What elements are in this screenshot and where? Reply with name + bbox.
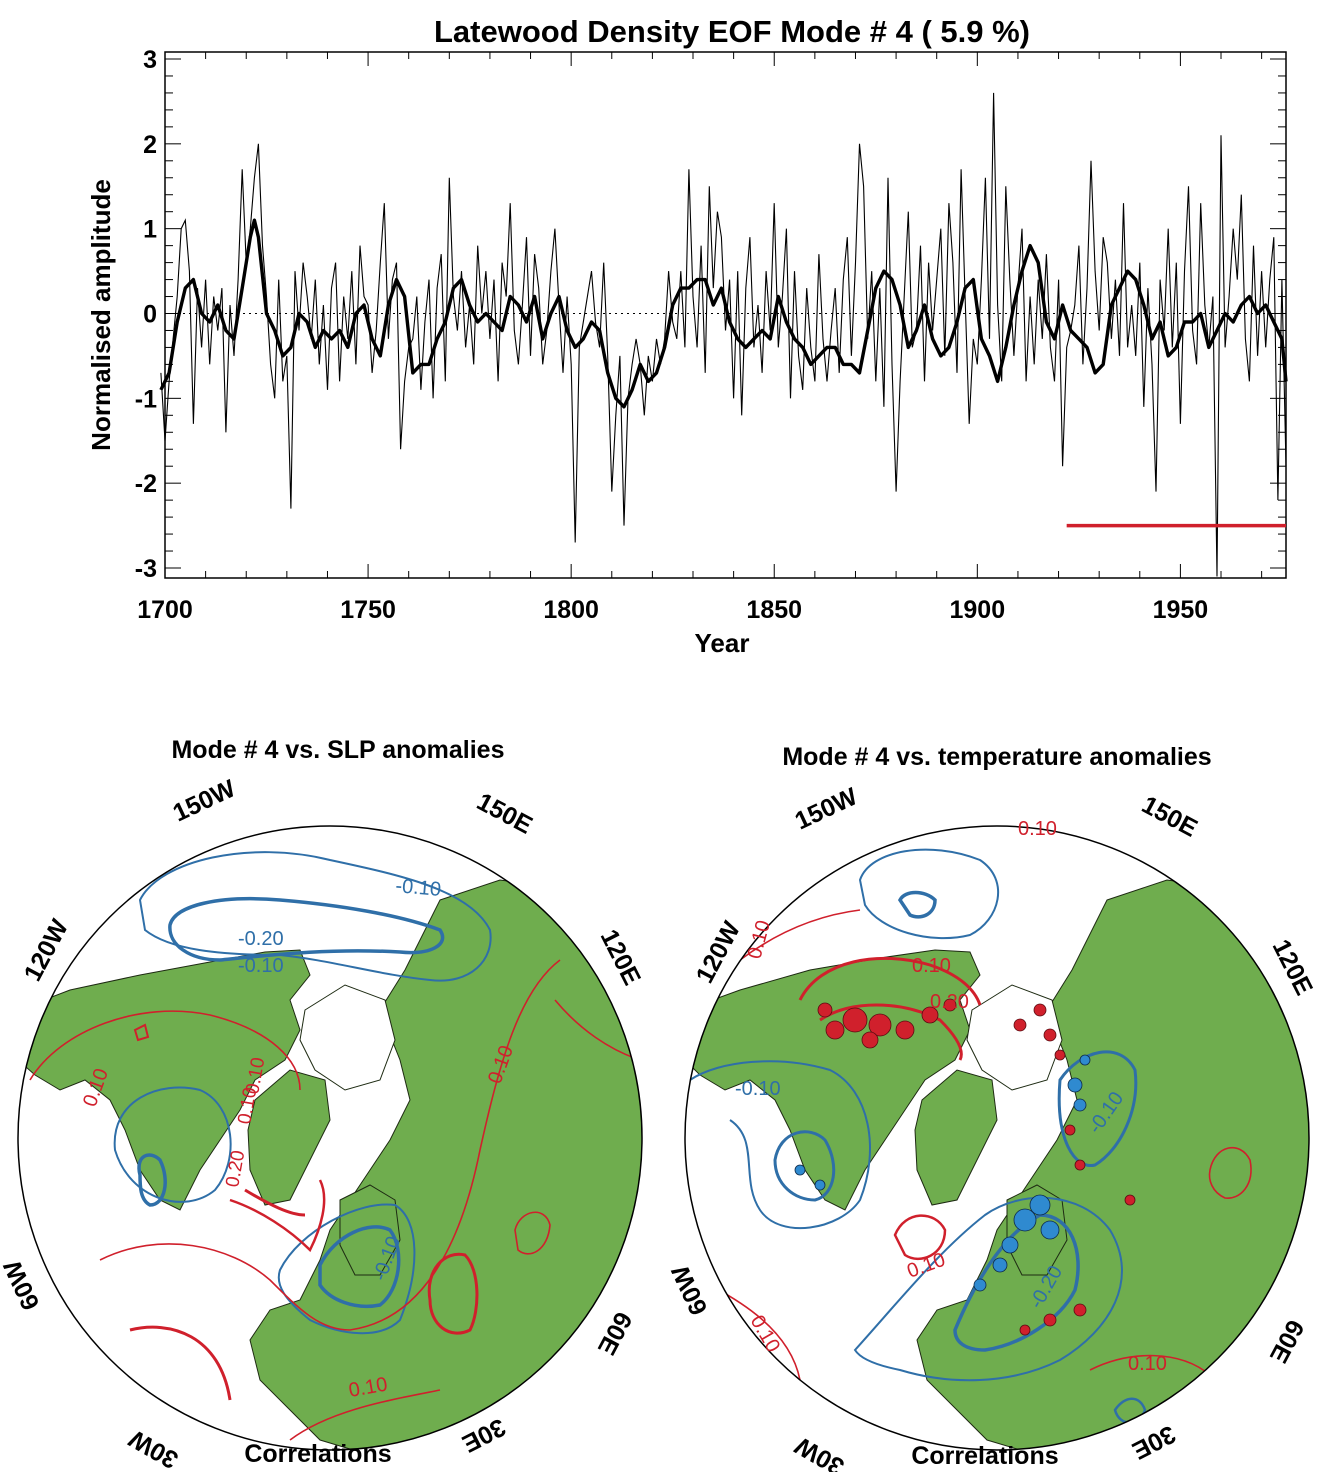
negative-station-dots [794, 1054, 1091, 1292]
longitude-label: 120W [19, 915, 75, 986]
y-tick-label: 0 [143, 301, 157, 329]
temp-map-title: Mode # 4 vs. temperature anomalies [782, 743, 1211, 771]
negative-contour [168, 896, 445, 962]
contour-label: 0.10 [746, 1312, 785, 1357]
eurasia-land [249, 879, 642, 1450]
x-tick-label: 1700 [137, 596, 193, 624]
positive-contour [99, 959, 561, 1331]
negative-contour [1113, 1397, 1147, 1424]
y-axis-label: Normalised amplitude [86, 179, 116, 451]
negative-contour [318, 1225, 401, 1308]
contour-label: -0.10 [735, 1078, 781, 1100]
contour-label: -0.10 [238, 955, 284, 977]
contour-label: 0.20 [930, 991, 969, 1013]
contour-label: 0.10 [1018, 818, 1057, 840]
longitude-label: 60W [666, 1261, 713, 1320]
negative-contour [773, 1130, 836, 1202]
longitude-label: 30E [1128, 1420, 1180, 1465]
slp-map-body [18, 851, 642, 1450]
x-tick-label: 1850 [746, 596, 802, 624]
negative-contour [897, 890, 937, 919]
contour-label: 0.20 [222, 1149, 249, 1189]
negative-contour [689, 1060, 871, 1230]
negative-contour [1057, 1050, 1138, 1167]
y-tick-label: 2 [143, 131, 157, 159]
slp-map-title: Mode # 4 vs. SLP anomalies [171, 736, 504, 764]
positive-contour [739, 909, 861, 961]
positive-contour [129, 1325, 232, 1401]
slp-map-caption: Correlations [244, 1440, 391, 1468]
minor-ticks [164, 52, 1286, 578]
greenland-land [914, 1069, 998, 1206]
longitude-label: 150W [169, 774, 240, 827]
y-tick-label: -2 [135, 470, 157, 498]
y-tick-label: 1 [143, 216, 157, 244]
eurasia-land [916, 879, 1309, 1450]
x-tick-labels: 1700 1750 1800 1850 1900 1950 [137, 596, 1208, 624]
positive-contour [244, 1188, 306, 1217]
map-boundary [684, 825, 1310, 1451]
negative-contour [858, 848, 999, 940]
negative-contour [277, 1203, 416, 1335]
y-tick-label: 3 [143, 46, 157, 74]
positive-contour [1089, 1354, 1211, 1376]
longitude-label: 150E [1137, 791, 1202, 843]
greenland-land [247, 1069, 331, 1206]
x-tick-label: 1750 [340, 596, 396, 624]
positive-contour [29, 1010, 301, 1091]
longitude-label: 120E [1267, 935, 1318, 1000]
positive-contour [289, 1389, 441, 1441]
temp-map-body [685, 848, 1309, 1450]
x-axis-label: Year [695, 628, 750, 658]
positive-contour [229, 1179, 326, 1253]
contour-label: -0.10 [395, 875, 442, 901]
contour-label: 0.10 [912, 955, 951, 977]
contour-label: 0.10 [1128, 1353, 1167, 1375]
longitude-label: 60E [592, 1307, 638, 1359]
plot-frame [164, 51, 1287, 579]
north-america-land [685, 949, 981, 1211]
positive-contour [514, 1211, 551, 1255]
smoothed-series-line [159, 218, 1288, 409]
slp-correlation-map: Mode # 4 vs. SLP anomalies [0, 736, 646, 1472]
positive-contour [133, 1023, 150, 1042]
x-tick-label: 1900 [950, 596, 1006, 624]
negative-contour [137, 1153, 167, 1207]
positive-station-dots [817, 998, 1136, 1336]
longitude-label: 60W [0, 1256, 45, 1315]
longitude-label: 120E [595, 925, 646, 990]
longitude-label: 120W [691, 917, 747, 988]
longitude-label: 60E [1264, 1315, 1310, 1367]
positive-contour [893, 1214, 947, 1261]
longitude-label: 30W [124, 1424, 183, 1472]
contour-label: 0.10 [904, 1249, 948, 1283]
annual-series-line [160, 92, 1287, 577]
negative-contour [113, 1086, 232, 1203]
longitude-label: 150E [472, 788, 537, 840]
positive-contour [699, 1279, 801, 1381]
scandinavia-land [339, 1184, 401, 1276]
chart-title: Latewood Density EOF Mode # 4 ( 5.9 %) [434, 14, 1030, 49]
y-tick-label: -1 [135, 385, 157, 413]
negative-contour [853, 1196, 1123, 1382]
arctic-ice [299, 984, 396, 1091]
contour-label: 0.10 [744, 918, 775, 961]
temp-map-caption: Correlations [911, 1442, 1058, 1470]
time-series-chart: 3 2 1 0 -1 -2 -3 1700 1750 1800 1850 1900 1950 Year… [86, 46, 1288, 658]
longitude-label: 150W [791, 782, 862, 835]
temperature-correlation-map: Mode # 4 vs. temperature anomalies [666, 743, 1318, 1472]
north-america-land [18, 949, 311, 1211]
positive-contour [1208, 1146, 1252, 1199]
x-tick-label: 1950 [1153, 596, 1209, 624]
y-tick-labels: 3 2 1 0 -1 -2 -3 [135, 46, 157, 583]
contour-label: -0.20 [238, 928, 284, 950]
map-boundary [17, 825, 643, 1451]
x-tick-label: 1800 [543, 596, 599, 624]
y-tick-label: -3 [135, 555, 157, 583]
positive-contour [427, 1252, 479, 1335]
positive-contour [798, 956, 982, 1006]
longitude-label: 30W [790, 1431, 849, 1472]
